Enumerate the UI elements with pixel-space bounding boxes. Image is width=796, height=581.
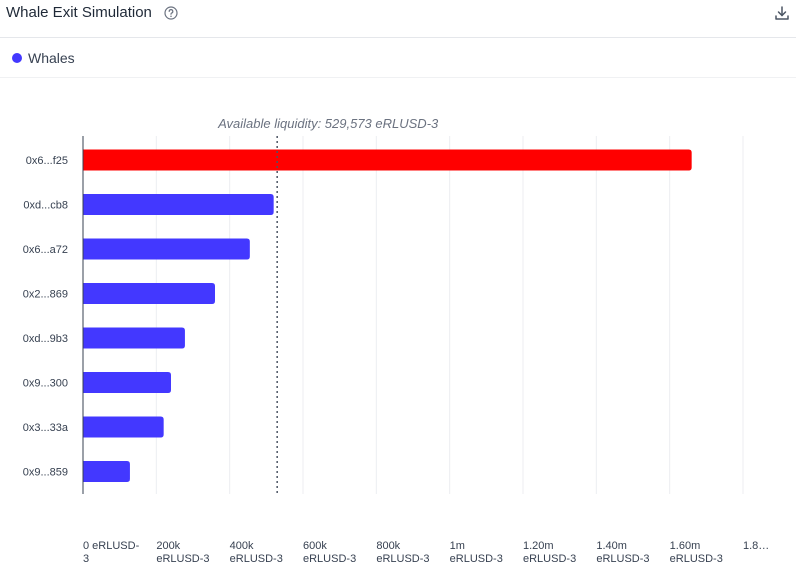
y-tick-label: 0x2...869 bbox=[23, 289, 68, 301]
grid-lines bbox=[155, 136, 744, 494]
legend-item-whales[interactable]: Whales bbox=[12, 50, 75, 66]
y-axis-labels: 0x6...f25 0xd...cb8 0x6...a72 0x2...869 0xd.… bbox=[23, 155, 69, 479]
y-tick-label: 0x9...859 bbox=[23, 467, 68, 479]
x-tick-label: 1.40m eRLUSD-3 bbox=[596, 540, 649, 565]
download-icon[interactable] bbox=[774, 5, 790, 21]
bars bbox=[83, 149, 692, 482]
x-tick-label: 800k eRLUSD-3 bbox=[376, 540, 429, 565]
x-tick-label: 0 eRLUSD-3 bbox=[83, 540, 140, 565]
help-circle-icon[interactable] bbox=[164, 6, 178, 20]
x-axis-labels: 0 eRLUSD-3 200k eRLUSD-3 400k eRLUSD-3 600k eR… bbox=[83, 540, 769, 565]
x-tick-label: 1.8… bbox=[743, 540, 769, 552]
x-tick-label: 400k eRLUSD-3 bbox=[230, 540, 283, 565]
y-tick-label: 0x6...f25 bbox=[26, 155, 68, 167]
bar[interactable] bbox=[83, 149, 692, 171]
y-tick-label: 0x9...300 bbox=[23, 378, 68, 390]
y-tick-label: 0x6...a72 bbox=[23, 244, 68, 256]
y-tick-label: 0xd...9b3 bbox=[23, 333, 68, 345]
bar[interactable] bbox=[83, 194, 274, 215]
bar[interactable] bbox=[83, 283, 215, 304]
bar[interactable] bbox=[83, 372, 171, 393]
bar[interactable] bbox=[83, 238, 250, 260]
liquidity-annotation: Available liquidity: 529,573 eRLUSD-3 bbox=[217, 116, 439, 131]
chart-header: Whale Exit Simulation bbox=[0, 0, 796, 38]
bar-chart: 0x6...f25 0xd...cb8 0x6...a72 0x2...869 0xd.… bbox=[23, 116, 770, 565]
y-tick-label: 0xd...cb8 bbox=[23, 200, 68, 212]
bar[interactable] bbox=[83, 327, 185, 349]
legend-label: Whales bbox=[28, 50, 75, 66]
y-tick-label: 0x3...33a bbox=[23, 422, 69, 434]
x-tick-label: 200k eRLUSD-3 bbox=[156, 540, 209, 565]
bar[interactable] bbox=[83, 416, 164, 438]
legend-row: Whales bbox=[0, 38, 796, 78]
x-tick-label: 1.20m eRLUSD-3 bbox=[523, 540, 576, 565]
bar[interactable] bbox=[83, 461, 130, 482]
x-tick-label: 600k eRLUSD-3 bbox=[303, 540, 356, 565]
legend-dot bbox=[12, 53, 22, 63]
chart-title: Whale Exit Simulation bbox=[6, 4, 152, 21]
x-tick-label: 1.60m eRLUSD-3 bbox=[670, 540, 723, 565]
x-tick-label: 1m eRLUSD-3 bbox=[450, 540, 503, 565]
